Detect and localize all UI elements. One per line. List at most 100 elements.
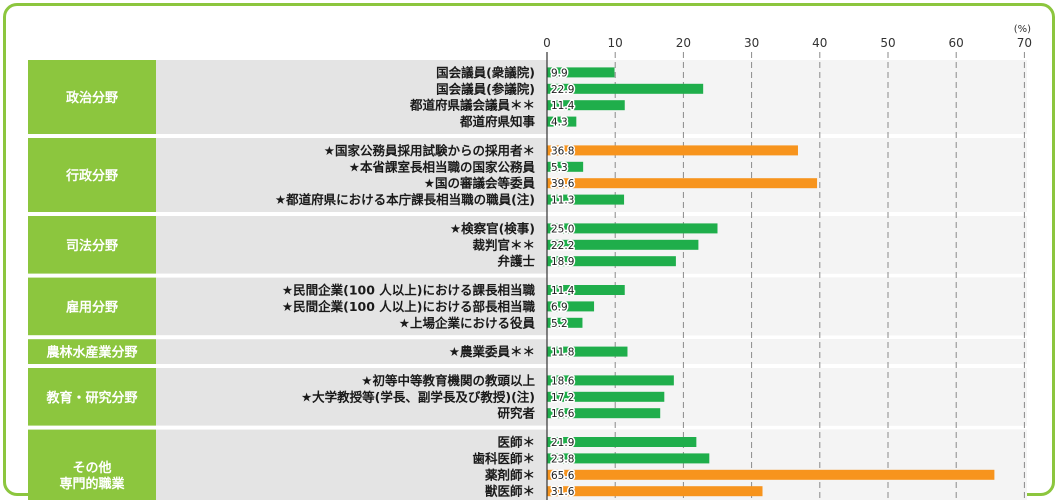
bar: [547, 469, 995, 480]
value-label: 25.0: [551, 223, 574, 235]
value-label-halo: 5.3: [551, 162, 568, 174]
category-label: 国会議員(参議院): [436, 81, 535, 96]
value-label: 11.8: [551, 347, 574, 359]
value-label: 39.6: [551, 178, 575, 190]
value-label-halo: 9.9: [551, 67, 568, 79]
value-label: 18.6: [551, 375, 575, 387]
bar: [547, 391, 665, 402]
value-label: 23.8: [551, 453, 574, 465]
x-tick-label: 60: [949, 36, 964, 50]
bar: [547, 194, 625, 205]
value-label-halo: 6.9: [551, 301, 568, 313]
category-label: 獣医師＊: [485, 484, 535, 499]
bar: [547, 67, 615, 78]
bar: [547, 100, 625, 111]
category-label: 国会議員(衆議院): [436, 65, 535, 80]
bar: [547, 317, 583, 328]
category-label: ★民間企業(100 人以上)における部長相当職: [282, 299, 536, 314]
value-label-halo: 11.8: [551, 347, 574, 359]
value-label-halo: 18.9: [551, 256, 574, 268]
value-label: 18.9: [551, 256, 574, 268]
category-label: ★上場企業における役員: [399, 315, 536, 330]
bar: [547, 178, 818, 189]
value-label: 16.6: [551, 408, 575, 420]
bar: [547, 437, 697, 447]
value-label: 22.9: [551, 84, 574, 96]
category-label: ★初等中等教育機関の教頭以上: [361, 373, 535, 388]
value-label-halo: 4.3: [551, 117, 568, 129]
value-label: 31.6: [551, 486, 575, 498]
category-label: 弁護士: [497, 254, 535, 269]
value-label-halo: 22.9: [551, 84, 574, 96]
category-label: ★本省課室長相当職の国家公務員: [349, 159, 536, 174]
bar: [547, 486, 763, 497]
value-label: 22.2: [551, 240, 574, 252]
group-label-box: [28, 429, 156, 500]
category-label: 研究者: [497, 406, 535, 421]
category-label: ★農業委員＊＊: [449, 344, 535, 359]
category-label: 都道府県知事: [459, 114, 536, 129]
group-label: 司法分野: [66, 238, 118, 254]
bar: [547, 223, 718, 234]
bar: [547, 346, 628, 357]
plot-band: [547, 60, 1027, 134]
x-tick-label: 50: [880, 36, 895, 50]
bar: [547, 301, 595, 312]
bar: [547, 375, 674, 386]
value-label: 21.9: [551, 437, 574, 449]
value-label-halo: 31.6: [551, 486, 575, 498]
x-tick-label: 70: [1017, 36, 1032, 50]
value-label-halo: 21.9: [551, 437, 574, 449]
x-tick-label: 20: [676, 36, 691, 50]
value-label: 36.8: [551, 145, 574, 157]
category-label: 歯科医師＊: [472, 451, 535, 466]
group-label-box: [28, 60, 156, 134]
value-label-halo: 16.6: [551, 408, 575, 420]
bar: [547, 285, 625, 295]
category-label: ★国家公務員採用試験からの採用者＊: [324, 143, 535, 158]
plot-band: [547, 277, 1027, 336]
bar: [547, 453, 710, 464]
bar: [547, 145, 798, 156]
value-label-halo: 11.4: [551, 100, 575, 112]
group-label-box: [28, 339, 156, 364]
bar: [547, 116, 577, 127]
bar: [547, 408, 661, 419]
value-label: 65.6: [551, 470, 575, 482]
x-tick-label: 30: [744, 36, 759, 50]
category-label: ★国の審議会等委員: [424, 176, 536, 191]
x-tick-label: 10: [608, 36, 623, 50]
value-label-halo: 5.2: [551, 318, 568, 330]
bar: [547, 161, 584, 172]
value-label: 11.4: [551, 285, 575, 297]
category-label: 都道府県議会議員＊＊: [409, 98, 535, 113]
group-label: 専門的職業: [59, 476, 125, 492]
value-label-halo: 18.6: [551, 375, 575, 387]
value-label: 5.3: [551, 162, 568, 174]
value-label: 5.2: [551, 318, 568, 330]
category-label: ★検察官(検事): [450, 221, 535, 236]
value-label-halo: 65.6: [551, 470, 575, 482]
group-label-box: [28, 138, 156, 212]
value-label: 9.9: [551, 67, 568, 79]
bar: [547, 256, 676, 267]
value-label-halo: 36.8: [551, 145, 574, 157]
value-label: 11.4: [551, 100, 575, 112]
value-label-halo: 23.8: [551, 453, 574, 465]
x-tick-label: 0: [543, 36, 551, 50]
group-label: その他: [72, 460, 111, 476]
value-label-halo: 17.2: [551, 392, 574, 404]
group-label: 政治分野: [66, 90, 118, 106]
category-label: ★民間企業(100 人以上)における課長相当職: [282, 283, 536, 298]
group-label-box: [28, 368, 156, 426]
x-tick-label: 40: [812, 36, 827, 50]
value-label-halo: 39.6: [551, 178, 575, 190]
value-label-halo: 11.4: [551, 285, 575, 297]
category-label: 裁判官＊＊: [472, 237, 535, 252]
unit-label: (%): [1014, 24, 1031, 35]
group-label: 雇用分野: [66, 299, 118, 315]
group-label-box: [28, 277, 156, 336]
value-label: 17.2: [551, 392, 574, 404]
bar: [547, 239, 699, 250]
